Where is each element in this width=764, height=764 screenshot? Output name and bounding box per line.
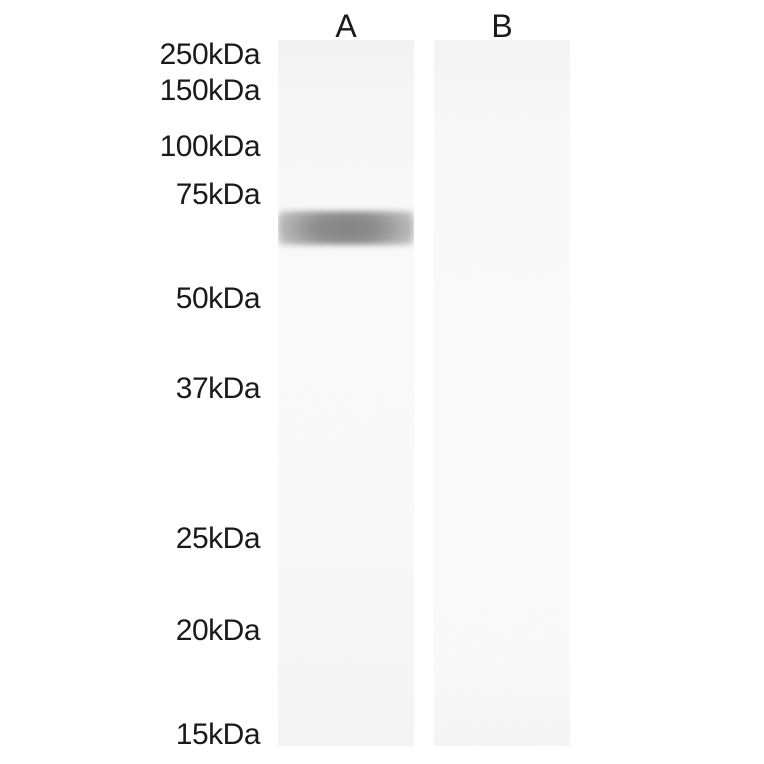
marker-label: 75kDa <box>0 178 260 212</box>
marker-label: 250kDa <box>0 38 260 72</box>
lane-b <box>434 40 570 746</box>
lane-a <box>278 40 414 746</box>
lane-b-grain <box>434 40 570 746</box>
marker-label: 20kDa <box>0 614 260 648</box>
lane-a-membrane <box>278 40 414 746</box>
western-blot-figure: 250kDa 150kDa 100kDa 75kDa 50kDa 37kDa 2… <box>0 0 764 764</box>
marker-label: 100kDa <box>0 130 260 164</box>
lane-a-grain <box>278 40 414 746</box>
marker-label: 25kDa <box>0 522 260 556</box>
marker-label: 150kDa <box>0 74 260 108</box>
marker-label: 37kDa <box>0 372 260 406</box>
lane-b-membrane <box>434 40 570 746</box>
marker-label: 50kDa <box>0 282 260 316</box>
marker-label: 15kDa <box>0 718 260 752</box>
lane-a-band <box>278 211 414 245</box>
